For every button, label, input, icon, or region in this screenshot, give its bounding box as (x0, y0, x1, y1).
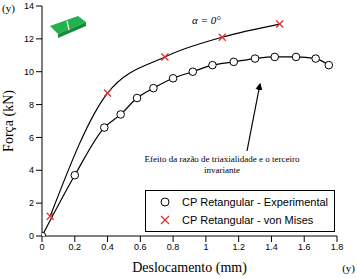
svg-text:2: 2 (29, 198, 34, 208)
svg-text:4: 4 (29, 165, 34, 175)
svg-text:0.2: 0.2 (69, 242, 82, 252)
svg-text:10: 10 (24, 67, 34, 77)
html-text:α = 0°: α = 0° (192, 14, 221, 26)
svg-text:8: 8 (29, 100, 34, 110)
svg-text:1.8: 1.8 (331, 242, 344, 252)
svg-text:6: 6 (29, 133, 34, 143)
svg-text:1.4: 1.4 (265, 242, 278, 252)
svg-text:Força (kN): Força (kN) (1, 90, 17, 152)
svg-text:1: 1 (203, 242, 208, 252)
html-text:CP Retangular - Experimental: CP Retangular - Experimental (182, 196, 328, 208)
svg-text:0.6: 0.6 (134, 242, 147, 252)
svg-text:14: 14 (24, 1, 34, 11)
html-text:CP Retangular - von Mises: CP Retangular - von Mises (182, 214, 314, 226)
svg-text:Deslocamento (mm): Deslocamento (mm) (132, 260, 247, 276)
svg-text:1.6: 1.6 (298, 242, 311, 252)
html-text:(y): (y) (2, 2, 15, 14)
html-text:Efeito da razão de triaxialida: Efeito da razão de triaxialidade e o ter… (144, 154, 300, 175)
svg-text:0.4: 0.4 (101, 242, 114, 252)
svg-text:12: 12 (24, 34, 34, 44)
svg-text:0: 0 (29, 231, 34, 241)
svg-text:0.8: 0.8 (167, 242, 180, 252)
svg-text:1.2: 1.2 (232, 242, 245, 252)
svg-text:0: 0 (39, 242, 44, 252)
html-text:(y): (y) (342, 262, 355, 274)
